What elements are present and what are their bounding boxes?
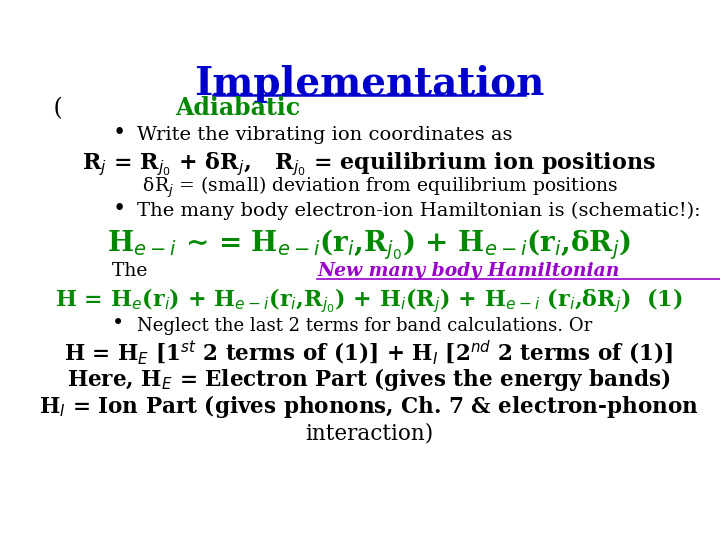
- Text: Implementation: Implementation: [194, 64, 544, 103]
- Text: interaction): interaction): [305, 423, 433, 444]
- Text: H$_I$ = Ion Part (gives phonons, Ch. 7 & electron-phonon: H$_I$ = Ion Part (gives phonons, Ch. 7 &…: [39, 393, 699, 420]
- Text: H = H$_E$ [1$^{st}$ 2 terms of (1)] + H$_I$ [2$^{nd}$ 2 terms of (1)]: H = H$_E$ [1$^{st}$ 2 terms of (1)] + H$…: [65, 339, 673, 367]
- Text: •: •: [112, 314, 125, 333]
- Text: R$_j$ = R$_{j_0}$ + δR$_j$,   R$_{j_0}$ = equilibrium ion positions: R$_j$ = R$_{j_0}$ + δR$_j$, R$_{j_0}$ = …: [82, 150, 656, 178]
- Text: Here, H$_E$ = Electron Part (gives the energy bands): Here, H$_E$ = Electron Part (gives the e…: [67, 366, 671, 393]
- Text: H$_{e-i}$ ∼ = H$_{e-i}$(r$_i$,R$_{j_0}$) + H$_{e-i}$(r$_i$,δR$_j$): H$_{e-i}$ ∼ = H$_{e-i}$(r$_i$,R$_{j_0}$)…: [107, 227, 631, 262]
- Text: •: •: [112, 122, 125, 144]
- Text: The: The: [112, 262, 153, 280]
- Text: (: (: [47, 97, 63, 120]
- Text: The many body electron-ion Hamiltonian is (schematic!):: The many body electron-ion Hamiltonian i…: [138, 202, 701, 220]
- Text: •: •: [112, 198, 125, 220]
- Text: H = H$_e$(r$_i$) + H$_{e-i}$(r$_i$,R$_{j_0}$) + H$_i$(R$_j$) + H$_{e-i}$ (r$_i$,: H = H$_e$(r$_i$) + H$_{e-i}$(r$_i$,R$_{j…: [55, 287, 683, 315]
- Text: δR$_j$ = (small) deviation from equilibrium positions: δR$_j$ = (small) deviation from equilibr…: [120, 174, 618, 200]
- Text: Write the vibrating ion coordinates as: Write the vibrating ion coordinates as: [138, 126, 513, 144]
- Text: Neglect the last 2 terms for band calculations. Or: Neglect the last 2 terms for band calcul…: [138, 316, 593, 334]
- Text: Adiabatic: Adiabatic: [176, 97, 301, 120]
- Text: New many body Hamiltonian: New many body Hamiltonian: [318, 262, 620, 280]
